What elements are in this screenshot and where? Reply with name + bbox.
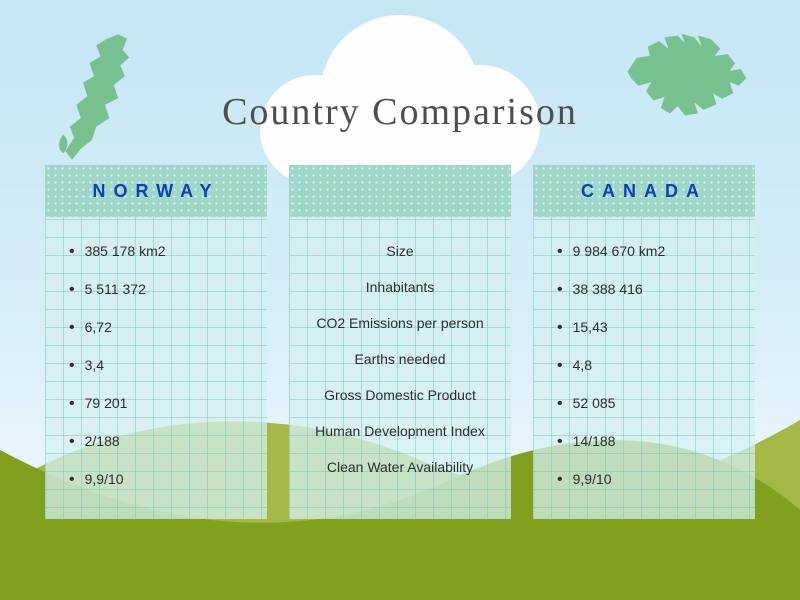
left-value-row: 5 511 372 <box>69 271 243 309</box>
page-title: Country Comparison <box>0 90 800 134</box>
right-value-row: 4,8 <box>557 347 731 385</box>
metric-row: CO2 Emissions per person <box>313 305 487 341</box>
left-value-row: 6,72 <box>69 309 243 347</box>
right-value-row: 9 984 670 km2 <box>557 233 731 271</box>
left-country-header: NORWAY <box>45 165 267 217</box>
right-country-panel: CANADA 9 984 670 km2 38 388 416 15,43 4,… <box>533 165 755 519</box>
right-value-row: 14/188 <box>557 423 731 461</box>
comparison-panels: NORWAY 385 178 km2 5 511 372 6,72 3,4 79… <box>45 165 755 519</box>
right-value-row: 38 388 416 <box>557 271 731 309</box>
right-value-row: 15,43 <box>557 309 731 347</box>
right-value-row: 52 085 <box>557 385 731 423</box>
right-country-header: CANADA <box>533 165 755 217</box>
left-country-panel: NORWAY 385 178 km2 5 511 372 6,72 3,4 79… <box>45 165 267 519</box>
left-value-row: 2/188 <box>69 423 243 461</box>
left-value-row: 385 178 km2 <box>69 233 243 271</box>
metric-row: Inhabitants <box>313 269 487 305</box>
metric-row: Human Development Index <box>313 413 487 449</box>
left-value-row: 79 201 <box>69 385 243 423</box>
metric-row: Gross Domestic Product <box>313 377 487 413</box>
left-value-row: 3,4 <box>69 347 243 385</box>
metric-row: Size <box>313 233 487 269</box>
metrics-header <box>289 165 511 217</box>
right-value-row: 9,9/10 <box>557 461 731 499</box>
metric-row: Earths needed <box>313 341 487 377</box>
left-value-row: 9,9/10 <box>69 461 243 499</box>
metric-row: Clean Water Availability <box>313 449 487 485</box>
metrics-panel: Size Inhabitants CO2 Emissions per perso… <box>289 165 511 519</box>
